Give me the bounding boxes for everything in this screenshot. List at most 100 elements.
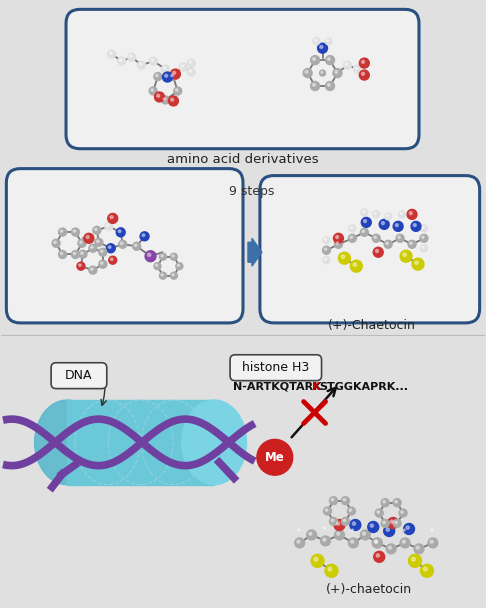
Circle shape (101, 262, 103, 264)
Circle shape (361, 530, 370, 540)
Circle shape (159, 272, 166, 279)
Circle shape (351, 540, 354, 543)
Circle shape (331, 519, 334, 522)
Circle shape (406, 526, 409, 529)
Circle shape (383, 500, 385, 503)
Circle shape (323, 246, 330, 254)
Circle shape (77, 262, 85, 270)
Circle shape (128, 53, 136, 61)
Circle shape (321, 536, 330, 546)
Circle shape (172, 255, 174, 257)
Circle shape (297, 540, 300, 543)
Circle shape (174, 87, 182, 95)
Circle shape (161, 255, 163, 257)
Circle shape (91, 268, 93, 271)
Circle shape (108, 213, 118, 223)
Circle shape (54, 241, 56, 243)
Text: STGGKAPRK...: STGGKAPRK... (319, 382, 408, 392)
Circle shape (52, 240, 60, 247)
Circle shape (105, 223, 113, 230)
Circle shape (58, 228, 67, 236)
Circle shape (78, 240, 86, 247)
Circle shape (305, 71, 308, 74)
Circle shape (71, 250, 79, 258)
Circle shape (359, 70, 369, 80)
Circle shape (370, 524, 374, 527)
Circle shape (362, 60, 364, 63)
Circle shape (400, 250, 412, 262)
Circle shape (351, 529, 353, 531)
Circle shape (177, 264, 179, 266)
Circle shape (373, 247, 383, 257)
Circle shape (150, 57, 157, 65)
Circle shape (334, 530, 345, 540)
Circle shape (108, 50, 116, 58)
Circle shape (396, 224, 399, 227)
Circle shape (121, 242, 123, 244)
Circle shape (320, 46, 323, 49)
Circle shape (403, 253, 406, 257)
Circle shape (171, 98, 174, 101)
Circle shape (390, 520, 393, 523)
Circle shape (89, 244, 97, 252)
Circle shape (353, 263, 357, 266)
Circle shape (165, 74, 168, 77)
Circle shape (325, 564, 338, 577)
Circle shape (388, 517, 399, 528)
Circle shape (343, 519, 346, 522)
Circle shape (342, 517, 349, 525)
Circle shape (303, 69, 312, 78)
Circle shape (161, 96, 170, 104)
Bar (67, 400, 214, 485)
Circle shape (422, 246, 424, 249)
Circle shape (314, 558, 318, 561)
Circle shape (325, 238, 327, 241)
Circle shape (409, 212, 412, 215)
Text: K: K (312, 382, 320, 392)
Circle shape (336, 522, 340, 525)
Circle shape (375, 540, 378, 543)
Circle shape (176, 263, 183, 270)
Circle shape (129, 55, 132, 57)
Circle shape (393, 499, 401, 506)
Circle shape (148, 253, 151, 257)
Circle shape (348, 538, 358, 548)
Circle shape (334, 240, 343, 248)
Circle shape (347, 507, 355, 515)
Circle shape (349, 509, 351, 511)
Circle shape (311, 56, 320, 64)
Circle shape (420, 225, 428, 232)
Circle shape (331, 499, 334, 501)
Circle shape (307, 530, 316, 540)
Circle shape (169, 96, 178, 106)
Circle shape (79, 250, 87, 258)
Circle shape (327, 40, 329, 41)
Circle shape (422, 236, 424, 238)
Circle shape (376, 249, 379, 252)
Circle shape (379, 219, 389, 229)
Circle shape (388, 546, 391, 549)
Circle shape (393, 221, 403, 231)
Circle shape (108, 246, 111, 249)
Circle shape (151, 59, 154, 61)
Circle shape (135, 244, 137, 246)
Circle shape (99, 248, 107, 256)
Circle shape (154, 72, 162, 80)
Circle shape (414, 544, 424, 554)
Circle shape (386, 544, 396, 554)
Circle shape (374, 236, 377, 238)
Circle shape (110, 258, 113, 260)
Circle shape (79, 264, 81, 266)
Circle shape (374, 212, 377, 215)
Circle shape (311, 554, 324, 567)
Circle shape (323, 257, 330, 264)
Circle shape (350, 260, 363, 272)
Text: histone H3: histone H3 (242, 361, 310, 374)
Circle shape (140, 232, 149, 241)
Circle shape (382, 222, 384, 224)
Circle shape (314, 40, 317, 41)
Circle shape (350, 519, 361, 530)
Circle shape (338, 252, 350, 264)
Text: Me: Me (265, 451, 285, 464)
Circle shape (162, 72, 173, 82)
